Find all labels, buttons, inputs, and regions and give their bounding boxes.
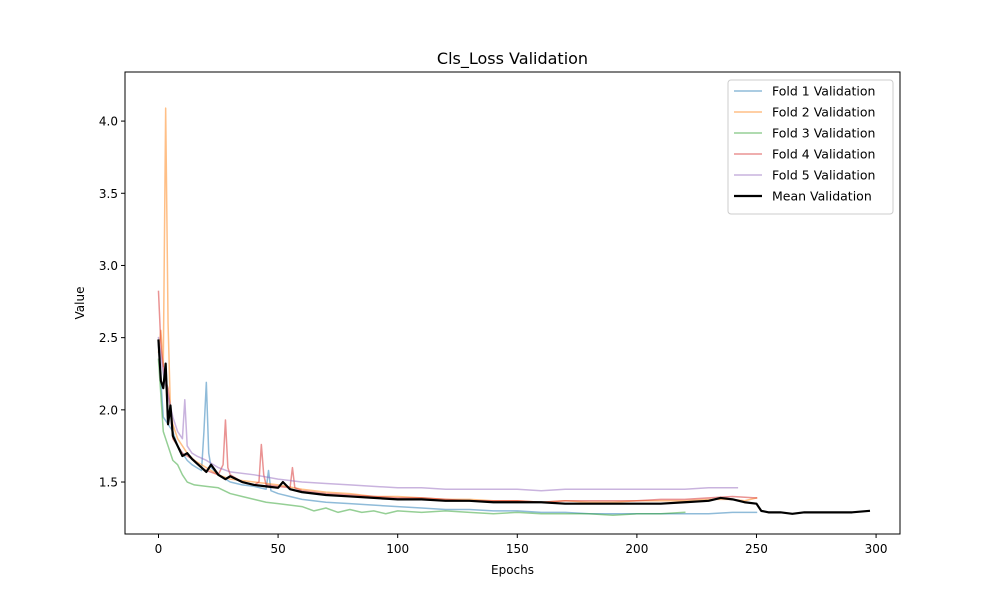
x-tick-label: 50 <box>270 542 285 556</box>
axes-frame <box>124 71 901 535</box>
x-tick-label: 300 <box>865 542 888 556</box>
legend-box <box>727 79 894 215</box>
legend-label-4: Fold 4 Validation <box>772 147 875 162</box>
x-tick-label: 200 <box>625 542 648 556</box>
legend: Fold 1 Validation Fold 2 Validation Fold 3… <box>727 79 894 215</box>
x-tick-label: 0 <box>155 542 163 556</box>
y-tick-label: 3.0 <box>99 259 118 273</box>
y-axis-label: Value <box>73 287 87 320</box>
legend-label-6: Mean Validation <box>772 189 872 204</box>
y-tick-label: 4.0 <box>99 115 118 129</box>
plot-area: 0 50 100 150 200 250 300 1.5 2.0 2.5 3.0 3.5 4.0 <box>99 71 901 556</box>
x-tick-label: 100 <box>386 542 409 556</box>
y-tick-label: 2.0 <box>99 403 118 417</box>
series-line-5 <box>157 336 739 492</box>
legend-label-3: Fold 3 Validation <box>772 126 875 141</box>
x-axis-label: Epochs <box>491 563 534 577</box>
legend-label-2: Fold 2 Validation <box>772 105 875 120</box>
legend-label-5: Fold 5 Validation <box>772 168 875 183</box>
chart-title: Cls_Loss Validation <box>437 49 588 69</box>
legend-label-1: Fold 1 Validation <box>772 84 875 99</box>
y-tick-label: 3.5 <box>99 187 118 201</box>
x-tick-label: 250 <box>745 542 768 556</box>
x-tick-label: 150 <box>506 542 529 556</box>
y-tick-label: 2.5 <box>99 331 118 345</box>
series-line-6 <box>157 339 871 515</box>
series-line-3 <box>157 358 686 516</box>
y-tick-label: 1.5 <box>99 476 118 490</box>
